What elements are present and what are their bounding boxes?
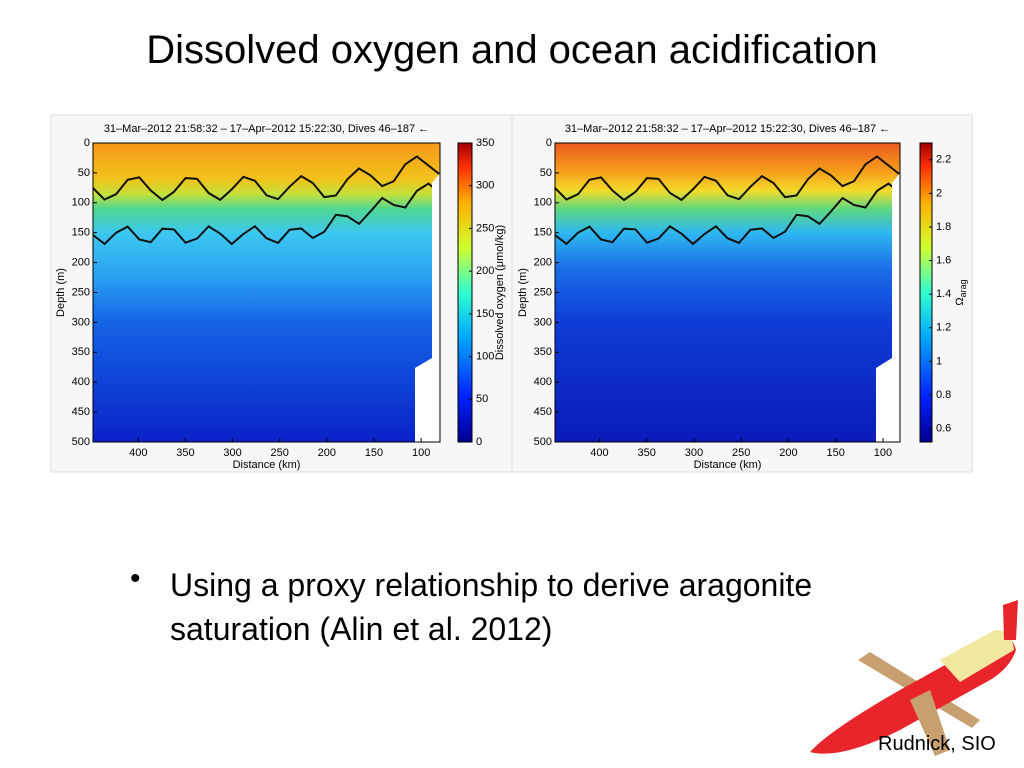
colorbar-tick-label: 1.4 [936,288,951,300]
y-tick-label: 350 [534,346,552,358]
x-tick-label: 350 [176,447,194,459]
y-tick-label: 300 [534,316,552,328]
colorbar-tick-label: 0.6 [936,422,951,434]
colorbar-label-sub: arag [958,279,968,297]
y-tick-label: 200 [72,257,90,269]
y-tick-label: 250 [72,286,90,298]
bullet-text: Using a proxy relationship to derive ara… [170,567,813,647]
colorbar-label-main: Ω [954,297,966,305]
x-tick-label: 300 [223,447,241,459]
y-tick-label: 350 [72,346,90,358]
plot-title: 31–Mar–2012 21:58:32 – 17–Apr–2012 15:22… [104,123,429,135]
colorbar-tick-label: 50 [476,393,488,405]
colorbar-tick-label: 1.2 [936,322,951,334]
colorbar-tick-label: 150 [476,308,494,320]
x-tick-label: 400 [590,447,608,459]
y-tick-label: 250 [534,286,552,298]
y-tick-label: 100 [534,197,552,209]
colorbar-tick-label: 2 [936,187,942,199]
x-axis-label: Distance (km) [233,459,301,471]
colorbar-label-main: Dissolved oxygen (μmol/kg) [494,225,506,360]
colorbar [919,142,933,443]
contour-line [554,182,901,246]
y-axis-label: Depth (m) [517,268,529,317]
y-tick-label: 500 [72,436,90,448]
x-tick-label: 350 [638,447,656,459]
y-tick-label: 0 [546,137,552,149]
y-tick-label: 0 [84,137,90,149]
x-axis-label: Distance (km) [694,459,762,471]
bullet-dot: • [130,562,141,595]
colorbar-tick-label: 200 [476,265,494,277]
y-tick-label: 100 [72,197,90,209]
section-field [93,143,440,442]
y-tick-label: 150 [534,227,552,239]
y-tick-label: 450 [72,406,90,418]
colorbar-tick-label: 2.2 [936,154,951,166]
y-tick-label: 50 [540,167,552,179]
y-tick-label: 400 [72,376,90,388]
y-axis-label: Depth (m) [55,268,67,317]
colorbar-tick-label: 350 [476,137,494,149]
colorbar-tick-label: 300 [476,180,494,192]
y-tick-label: 450 [534,406,552,418]
colorbar-tick-label: 100 [476,350,494,362]
x-tick-label: 400 [129,447,147,459]
y-tick-label: 150 [72,227,90,239]
colorbar [457,142,473,443]
colorbar-tick-label: 0.8 [936,389,951,401]
credit: Rudnick, SIO [878,733,996,755]
colorbar-label: Ωarag [954,279,968,305]
colorbar-tick-label: 0 [476,436,482,448]
plot-title: 31–Mar–2012 21:58:32 – 17–Apr–2012 15:22… [565,123,890,135]
contour-line [92,182,441,246]
section-field [555,143,900,442]
y-tick-label: 50 [78,167,90,179]
y-tick-label: 400 [534,376,552,388]
colorbar-label: Dissolved oxygen (μmol/kg) [494,225,506,360]
x-tick-label: 200 [779,447,797,459]
x-tick-label: 100 [874,447,892,459]
contour-line [92,155,441,202]
x-tick-label: 300 [685,447,703,459]
x-tick-label: 100 [412,447,430,459]
y-tick-label: 200 [534,257,552,269]
no-data [415,173,440,442]
x-tick-label: 250 [732,447,750,459]
colorbar-tick-label: 1.6 [936,254,951,266]
x-tick-label: 150 [827,447,845,459]
y-tick-label: 500 [534,436,552,448]
no-data [876,173,900,442]
y-tick-label: 300 [72,316,90,328]
colorbar-tick-label: 1 [936,355,942,367]
glider [810,600,1018,756]
x-tick-label: 150 [365,447,383,459]
contour-line [554,155,901,202]
x-tick-label: 250 [271,447,289,459]
x-tick-label: 200 [318,447,336,459]
colorbar-tick-label: 1.8 [936,221,951,233]
colorbar-tick-label: 250 [476,222,494,234]
slide-title: Dissolved oxygen and ocean acidification [146,28,878,72]
